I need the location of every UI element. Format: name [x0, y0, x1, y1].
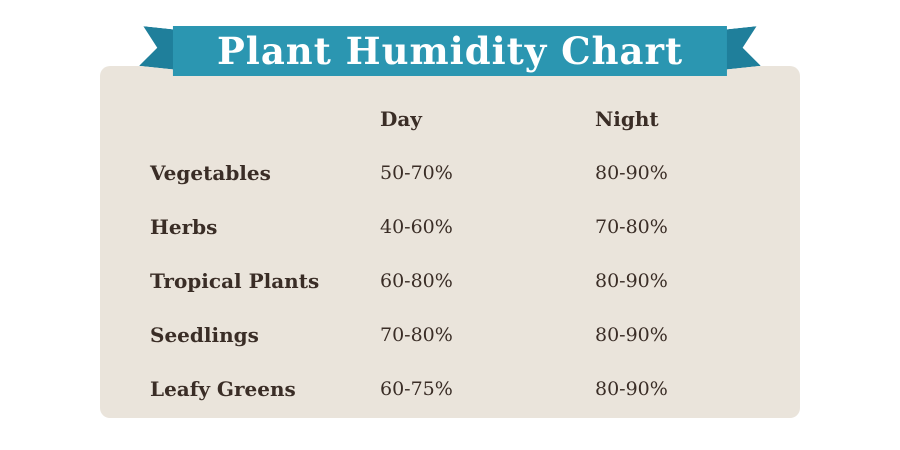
- day-value: 40-60%: [380, 216, 453, 238]
- row-label: Tropical Plants: [150, 269, 320, 293]
- page-title: Plant Humidity Chart: [172, 26, 728, 76]
- column-header-night: Night: [595, 107, 659, 131]
- humidity-table-card: Day Night Vegetables 50-70% 80-90% Herbs…: [100, 66, 800, 418]
- row-label: Leafy Greens: [150, 377, 296, 401]
- night-value: 80-90%: [595, 324, 668, 346]
- day-value: 60-75%: [380, 378, 453, 400]
- table-row-tropical-plants: Tropical Plants 60-80% 80-90%: [100, 254, 800, 308]
- day-value: 50-70%: [380, 162, 453, 184]
- title-ribbon: Plant Humidity Chart: [173, 26, 727, 76]
- row-label: Vegetables: [150, 161, 271, 185]
- column-header-day: Day: [380, 107, 422, 131]
- night-value: 80-90%: [595, 270, 668, 292]
- night-value: 80-90%: [595, 162, 668, 184]
- night-value: 80-90%: [595, 378, 668, 400]
- table-row-leafy-greens: Leafy Greens 60-75% 80-90%: [100, 362, 800, 416]
- table-header-row: Day Night: [100, 92, 800, 146]
- day-value: 60-80%: [380, 270, 453, 292]
- night-value: 70-80%: [595, 216, 668, 238]
- row-label: Seedlings: [150, 323, 259, 347]
- humidity-table: Day Night Vegetables 50-70% 80-90% Herbs…: [100, 92, 800, 416]
- table-row-seedlings: Seedlings 70-80% 80-90%: [100, 308, 800, 362]
- table-row-herbs: Herbs 40-60% 70-80%: [100, 200, 800, 254]
- day-value: 70-80%: [380, 324, 453, 346]
- table-row-vegetables: Vegetables 50-70% 80-90%: [100, 146, 800, 200]
- row-label: Herbs: [150, 215, 218, 239]
